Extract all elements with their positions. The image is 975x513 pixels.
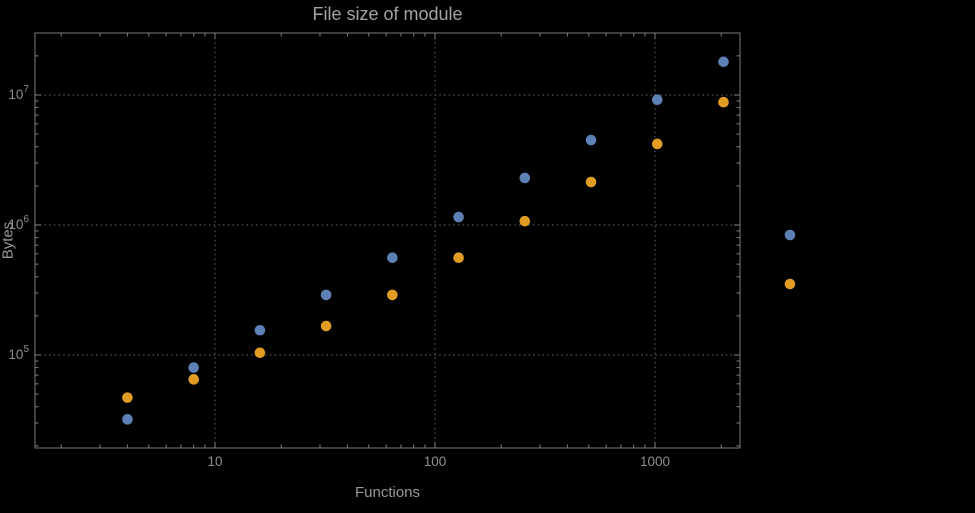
- data-point: [519, 215, 531, 227]
- x-tick-label: 100: [424, 454, 447, 469]
- chart-title: File size of module: [312, 4, 463, 24]
- data-point: [519, 172, 531, 184]
- data-point: [320, 289, 332, 301]
- data-point: [320, 320, 332, 332]
- data-point: [585, 176, 597, 188]
- y-tick-label: 105: [8, 344, 29, 362]
- data-point: [453, 252, 464, 264]
- x-tick-label: 1000: [640, 454, 670, 469]
- data-point: [122, 414, 133, 425]
- legend-marker: [784, 278, 796, 290]
- data-point: [718, 96, 729, 108]
- x-tick-label: 10: [207, 454, 222, 469]
- y-tick-label: 107: [8, 84, 29, 102]
- data-point: [254, 347, 266, 359]
- data-point: [387, 252, 398, 264]
- y-axis-label: Bytes: [0, 221, 17, 260]
- legend-marker: [784, 229, 796, 241]
- data-point: [453, 211, 464, 223]
- plot-frame: [34, 32, 741, 449]
- data-point: [188, 362, 199, 373]
- data-point: [585, 134, 597, 146]
- x-axis-label: Functions: [354, 484, 421, 501]
- y-tick-label: 106: [8, 214, 29, 232]
- data-point: [651, 94, 663, 106]
- data-point: [188, 374, 199, 385]
- data-point: [718, 56, 729, 68]
- data-point: [122, 392, 133, 403]
- data-point: [387, 289, 398, 301]
- data-point: [254, 324, 266, 336]
- data-point: [651, 138, 663, 150]
